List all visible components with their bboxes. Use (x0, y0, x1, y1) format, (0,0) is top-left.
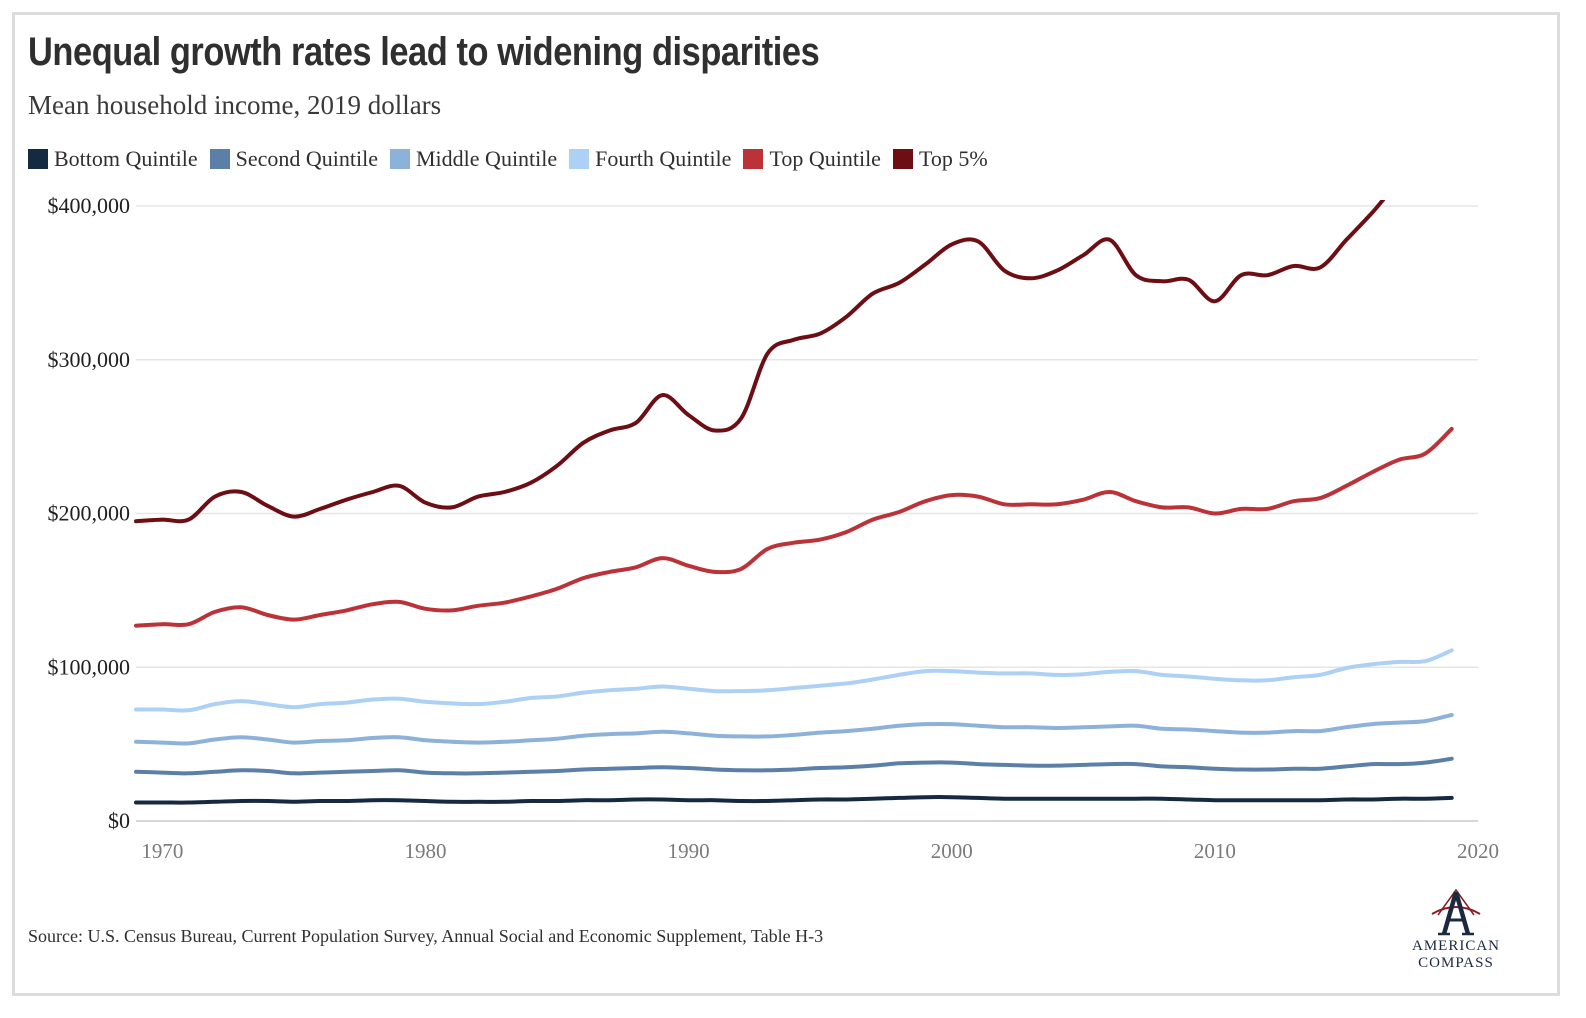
legend-item-top-5-percent: Top 5% (892, 146, 988, 172)
legend-swatch (28, 149, 48, 169)
series-lines (134, 200, 1454, 805)
brand-logo: AMERICAN COMPASS (1396, 888, 1516, 988)
series-line-middle-quintile (134, 712, 1454, 746)
y-axis: $0 $100,000 $200,000 $300,000 $400,000 (48, 193, 131, 833)
series-line-bottom-quintile (134, 795, 1454, 805)
series-line-fourth-quintile (134, 648, 1454, 713)
legend-label: Bottom Quintile (54, 146, 198, 171)
legend-label: Top Quintile (769, 146, 881, 171)
compass-a-logo-icon (1431, 888, 1481, 936)
series-line-top-5-percent (134, 200, 1386, 524)
y-tick-label: $200,000 (48, 501, 131, 526)
legend-label: Fourth Quintile (595, 146, 732, 171)
brand-name-line2: COMPASS (1418, 955, 1494, 971)
series-line-second-quintile (134, 756, 1454, 776)
legend-swatch (892, 149, 913, 169)
x-axis: 1970 1980 1990 2000 2010 2020 (141, 839, 1499, 863)
legend-item-second-quintile: Second Quintile (209, 146, 378, 172)
legend-label: Middle Quintile (416, 146, 558, 171)
legend-swatch (390, 149, 410, 169)
chart-title: Unequal growth rates lead to widening di… (28, 30, 820, 74)
series-line-top-quintile (134, 426, 1454, 628)
gridlines (136, 205, 1478, 822)
x-tick-label: 1990 (668, 839, 710, 863)
chart-subtitle: Mean household income, 2019 dollars (28, 90, 442, 120)
chart-legend: Bottom Quintile Second Quintile Middle Q… (28, 146, 1000, 172)
source-note: Source: U.S. Census Bureau, Current Popu… (28, 926, 824, 946)
x-tick-label: 2020 (1457, 839, 1499, 863)
x-tick-label: 2010 (1194, 839, 1236, 863)
legend-swatch (209, 149, 230, 169)
legend-label: Top 5% (918, 146, 988, 171)
legend-item-middle-quintile: Middle Quintile (390, 146, 557, 172)
legend-swatch (743, 149, 764, 169)
y-tick-label: $100,000 (48, 654, 131, 679)
legend-item-top-quintile: Top Quintile (743, 146, 881, 172)
legend-label: Second Quintile (235, 146, 378, 171)
legend-item-fourth-quintile: Fourth Quintile (569, 146, 731, 172)
x-tick-label: 1970 (141, 839, 183, 863)
x-tick-label: 2000 (931, 839, 973, 863)
x-tick-label: 1980 (404, 839, 446, 863)
y-tick-label: $300,000 (48, 347, 131, 372)
chart-frame (12, 12, 1560, 996)
legend-swatch (569, 149, 590, 169)
y-tick-label: $0 (108, 808, 130, 833)
legend-item-bottom-quintile: Bottom Quintile (28, 146, 198, 172)
brand-name-line1: AMERICAN (1411, 938, 1500, 954)
y-tick-label: $400,000 (48, 193, 131, 218)
